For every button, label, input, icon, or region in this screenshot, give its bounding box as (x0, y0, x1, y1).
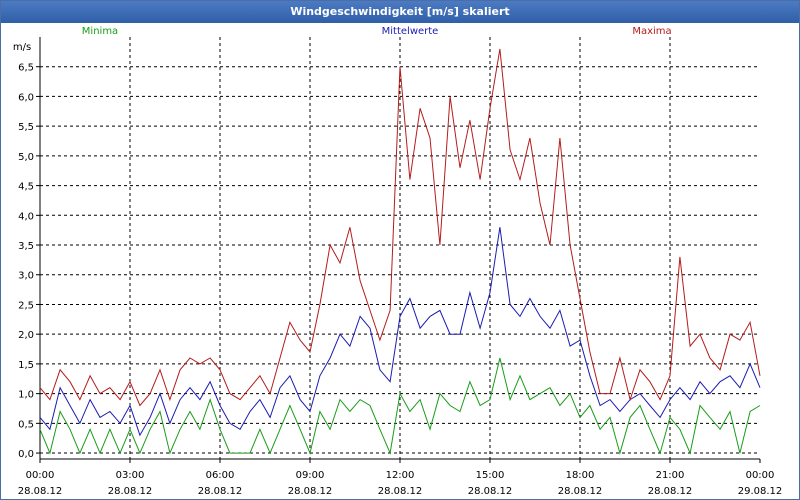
x-tick-date: 28.08.12 (18, 486, 63, 497)
x-tick-time: 09:00 (296, 470, 325, 481)
x-tick-date: 28.08.12 (468, 486, 513, 497)
legend-minima: Minima (82, 26, 118, 37)
legend: Minima Mittelwerte Maxima (82, 26, 672, 37)
chart-title: Windgeschwindigkeit [m/s] skaliert (1, 1, 799, 23)
x-tick-time: 15:00 (476, 470, 505, 481)
legend-mittelwerte: Mittelwerte (382, 26, 439, 37)
x-tick-date: 29.08.12 (738, 486, 783, 497)
x-tick-date: 28.08.12 (288, 486, 333, 497)
y-tick-label: 5,0 (18, 152, 34, 163)
y-axis-label: m/s (13, 42, 31, 53)
x-tick-time: 00:00 (26, 470, 55, 481)
series-line-mittelwerte (39, 227, 761, 437)
y-tick-label: 2,0 (18, 330, 34, 341)
y-tick-label: 0,5 (18, 419, 34, 430)
x-tick-time: 18:00 (566, 470, 595, 481)
x-tick-date: 28.08.12 (108, 486, 153, 497)
y-tick-label: 1,5 (18, 360, 34, 371)
legend-maxima: Maxima (632, 26, 671, 37)
y-tick-label: 4,5 (18, 182, 34, 193)
y-tick-labels: 0,0 0,5 1,0 1,5 2,0 2,5 3,0 3,5 4,0 4,5 5,0 5,5 6,0 6… (18, 63, 40, 460)
y-tick-label: 4,0 (18, 211, 34, 222)
x-tick-date: 28.08.12 (648, 486, 693, 497)
series-line-minima (39, 357, 761, 455)
y-tick-label: 0,0 (18, 449, 34, 460)
y-tick-label: 6,5 (18, 63, 34, 74)
x-tick-time: 00:00 (746, 470, 775, 481)
y-tick-label: 1,0 (18, 390, 34, 401)
x-tick-labels: 00:00 28.08.12 03:00 28.08.12 06:00 28.08.12 0… (18, 459, 783, 497)
series-line-maxima (39, 48, 761, 407)
y-tick-label: 3,5 (18, 241, 34, 252)
x-tick-time: 03:00 (116, 470, 145, 481)
y-tick-label: 5,5 (18, 122, 34, 133)
y-tick-label: 6,0 (18, 92, 34, 103)
series-lines (39, 48, 761, 455)
x-tick-time: 12:00 (386, 470, 415, 481)
x-tick-date: 28.08.12 (378, 486, 423, 497)
y-tick-label: 2,5 (18, 300, 34, 311)
x-tick-date: 28.08.12 (198, 486, 243, 497)
y-tick-label: 3,0 (18, 271, 34, 282)
x-tick-time: 21:00 (656, 470, 685, 481)
x-tick-time: 06:00 (206, 470, 235, 481)
x-tick-date: 28.08.12 (558, 486, 603, 497)
